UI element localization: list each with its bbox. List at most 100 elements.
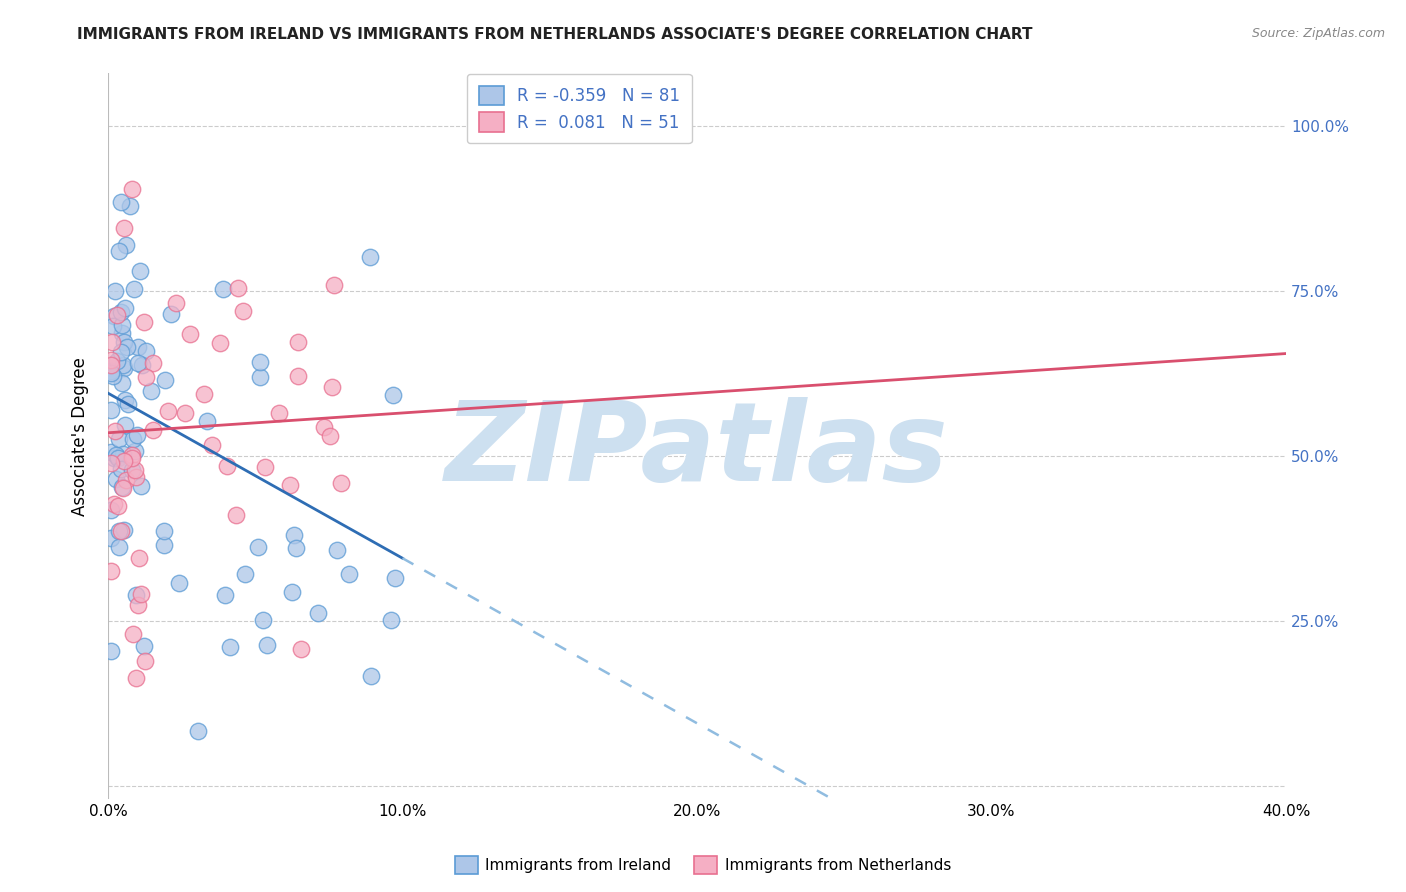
Text: Source: ZipAtlas.com: Source: ZipAtlas.com <box>1251 27 1385 40</box>
Point <box>110 305 132 319</box>
Point <box>247 541 270 555</box>
Text: IMMIGRANTS FROM IRELAND VS IMMIGRANTS FROM NETHERLANDS ASSOCIATE'S DEGREE CORREL: IMMIGRANTS FROM IRELAND VS IMMIGRANTS FR… <box>77 27 1033 42</box>
Point <box>111 318 134 332</box>
Point <box>201 438 224 452</box>
Point <box>326 542 349 557</box>
Y-axis label: Associate's Degree: Associate's Degree <box>72 357 89 516</box>
Point <box>115 340 138 354</box>
Point <box>100 359 122 373</box>
Point <box>160 307 183 321</box>
Point <box>382 387 405 401</box>
Point <box>380 613 402 627</box>
Point <box>384 572 406 586</box>
Point <box>142 355 165 369</box>
Point <box>179 327 201 342</box>
Point <box>153 538 176 552</box>
Point <box>111 358 134 372</box>
Point <box>129 586 152 600</box>
Point <box>114 418 136 433</box>
Point <box>125 588 148 602</box>
Point <box>112 361 135 376</box>
Point <box>131 358 153 372</box>
Point <box>111 481 134 495</box>
Legend: Immigrants from Ireland, Immigrants from Netherlands: Immigrants from Ireland, Immigrants from… <box>449 850 957 880</box>
Point <box>359 250 381 264</box>
Point <box>329 475 352 490</box>
Point <box>100 366 122 380</box>
Point <box>127 428 149 442</box>
Point <box>110 461 132 475</box>
Point <box>212 282 235 296</box>
Point <box>165 296 187 310</box>
Point <box>110 345 132 359</box>
Point <box>124 463 146 477</box>
Point <box>360 669 382 683</box>
Point <box>127 355 149 369</box>
Point <box>127 340 149 354</box>
Point <box>108 540 131 554</box>
Point <box>122 432 145 446</box>
Point <box>110 326 132 340</box>
Point <box>124 444 146 458</box>
Point <box>249 355 271 369</box>
Point <box>134 315 156 329</box>
Point <box>287 369 309 384</box>
Point <box>269 406 291 420</box>
Point <box>134 654 156 668</box>
Point <box>100 644 122 658</box>
Point <box>193 387 215 401</box>
Point <box>100 403 122 417</box>
Point <box>100 353 122 368</box>
Point <box>100 456 122 470</box>
Point <box>104 284 127 298</box>
Point <box>215 458 238 473</box>
Point <box>249 369 271 384</box>
Point <box>125 470 148 484</box>
Point <box>104 424 127 438</box>
Point <box>252 613 274 627</box>
Point <box>121 448 143 462</box>
Point <box>107 451 129 466</box>
Point <box>105 354 128 368</box>
Point <box>103 309 125 323</box>
Point <box>308 607 330 621</box>
Point <box>253 459 276 474</box>
Point <box>322 277 344 292</box>
Point <box>112 334 135 349</box>
Point <box>114 392 136 407</box>
Text: ZIPatlas: ZIPatlas <box>446 397 949 504</box>
Point <box>103 318 125 333</box>
Point <box>283 527 305 541</box>
Point <box>100 564 122 578</box>
Point <box>232 304 254 318</box>
Point <box>103 497 125 511</box>
Point <box>114 221 136 235</box>
Point <box>139 384 162 399</box>
Point <box>110 524 132 538</box>
Point <box>214 588 236 602</box>
Point <box>112 454 135 468</box>
Point <box>153 524 176 539</box>
Point <box>174 406 197 420</box>
Point <box>280 478 302 492</box>
Point <box>118 199 141 213</box>
Point <box>128 550 150 565</box>
Point <box>281 585 304 599</box>
Point <box>115 237 138 252</box>
Point <box>219 640 242 655</box>
Point <box>100 445 122 459</box>
Point <box>121 462 143 476</box>
Point <box>287 335 309 350</box>
Point <box>100 503 122 517</box>
Point <box>121 450 143 465</box>
Point <box>105 308 128 322</box>
Legend: R = -0.359   N = 81, R =  0.081   N = 51: R = -0.359 N = 81, R = 0.081 N = 51 <box>467 74 692 144</box>
Point <box>115 473 138 487</box>
Point <box>100 531 122 545</box>
Point <box>108 244 131 259</box>
Point <box>337 566 360 581</box>
Point <box>128 264 150 278</box>
Point <box>208 336 231 351</box>
Point <box>142 423 165 437</box>
Point <box>129 478 152 492</box>
